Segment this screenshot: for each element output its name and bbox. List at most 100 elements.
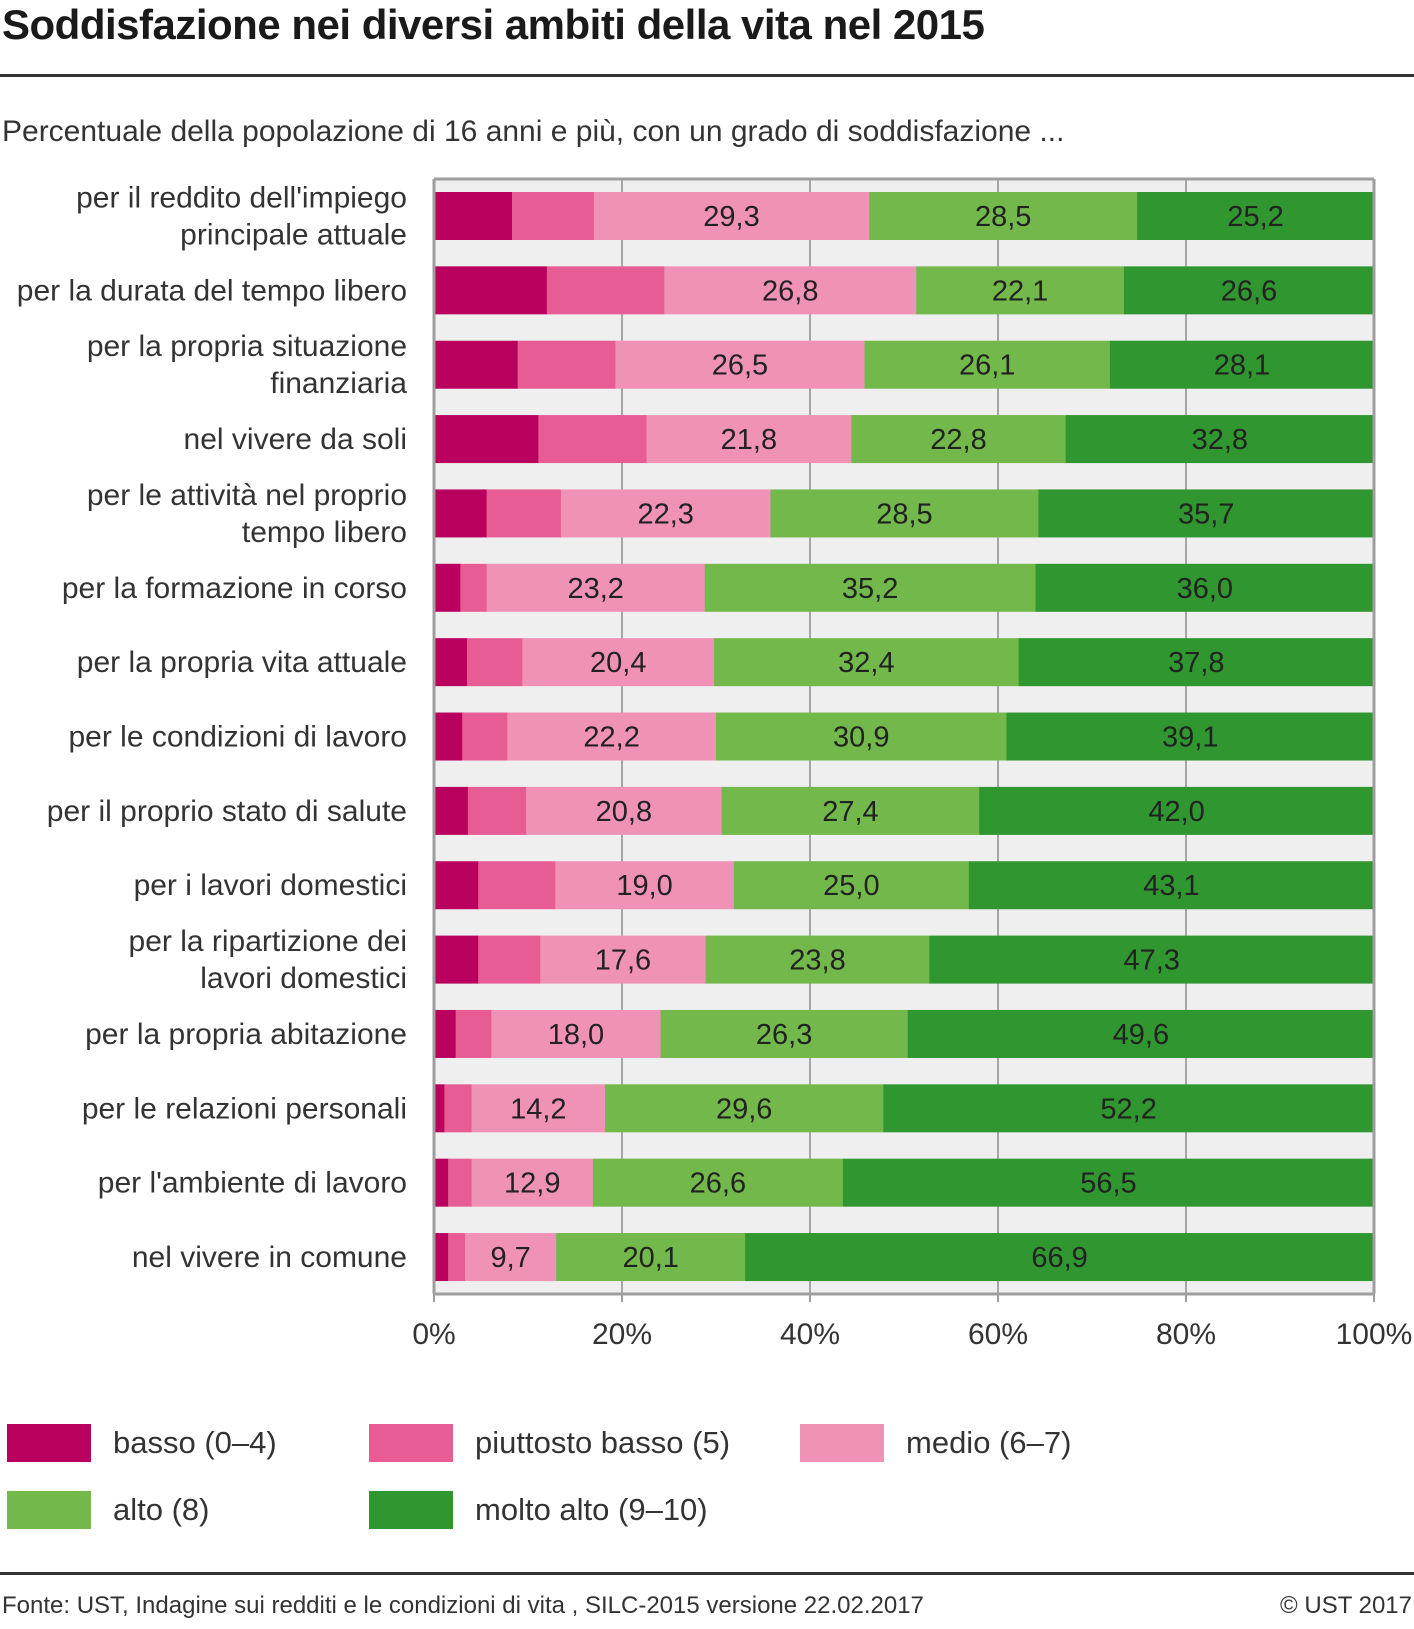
bar-segment	[434, 563, 461, 612]
value-label: 26,3	[756, 1019, 812, 1051]
bar-segment	[770, 489, 1039, 538]
bar-row: 29,3 28,5 25,2	[434, 192, 1375, 240]
bar-segment	[842, 1158, 1375, 1207]
bar-segment	[615, 340, 866, 389]
bar-segment	[486, 563, 706, 612]
bar-segment	[556, 1233, 746, 1282]
category-label: per le relazioni personali	[82, 1092, 407, 1125]
x-tick-label: 100%	[1336, 1318, 1413, 1351]
value-label: 47,3	[1123, 945, 1179, 977]
bar-segment	[716, 712, 1007, 761]
bar-row: 14,2 29,6 52,2	[434, 1084, 1375, 1133]
stacked-bar-chart: 29,3 28,5 25,2 26,8 22,1 26,6 26,5 26,1 28,1 21,8…	[17, 177, 1413, 1351]
category-label-line: per le relazioni personali	[82, 1092, 407, 1125]
bar-segment	[434, 192, 513, 240]
category-label-line: per il reddito dell'impiego	[76, 182, 407, 215]
category-label-line: lavori domestici	[200, 962, 407, 995]
footer-divider	[0, 1572, 1414, 1575]
title-divider	[0, 74, 1414, 77]
x-tick-label: 80%	[1156, 1318, 1216, 1351]
bar-segment	[714, 638, 1020, 687]
bar-segment	[507, 712, 717, 761]
bar-segment	[721, 786, 980, 835]
category-label: per la ripartizione dei lavori domestici	[129, 925, 407, 995]
bar-segment	[538, 415, 647, 464]
value-label: 56,5	[1080, 1168, 1136, 1200]
legend-label: piuttosto basso (5)	[475, 1425, 731, 1460]
bar-segment	[471, 1084, 606, 1133]
bar-segment	[593, 192, 870, 240]
value-label: 49,6	[1113, 1019, 1169, 1051]
bar-segment	[462, 712, 508, 761]
bar-row: 20,8 27,4 42,0	[434, 786, 1375, 835]
value-label: 12,9	[504, 1168, 560, 1200]
bar-segment	[434, 266, 548, 315]
category-label-line: per le attività nel proprio	[87, 479, 407, 512]
value-label: 25,0	[823, 870, 879, 902]
bar-segment	[869, 192, 1138, 240]
value-label: 20,4	[590, 647, 646, 679]
value-label: 22,8	[930, 424, 986, 456]
bar-segment	[851, 415, 1067, 464]
value-label: 35,2	[842, 573, 898, 605]
bar-segment	[522, 638, 715, 687]
value-label: 27,4	[822, 796, 878, 828]
category-label: per la propria abitazione	[85, 1018, 407, 1051]
chart-subtitle: Percentuale della popolazione di 16 anni…	[2, 115, 1065, 148]
bar-segment	[660, 1009, 909, 1058]
bar-row: 20,4 32,4 37,8	[434, 638, 1375, 687]
bar-segment	[467, 786, 527, 835]
category-label-line: per la ripartizione dei	[129, 925, 407, 958]
value-label: 23,8	[789, 945, 845, 977]
category-label: per la propria situazione finanziaria	[87, 330, 407, 400]
bar-segment	[883, 1084, 1375, 1133]
legend-item-piuttosto-basso: piuttosto basso (5)	[369, 1424, 730, 1462]
category-label-line: per la propria situazione	[87, 330, 407, 363]
bar-segment	[540, 935, 707, 984]
chart-title: Soddisfazione nei diversi ambiti della v…	[2, 1, 985, 48]
bar-segment	[979, 786, 1375, 835]
bar-row: 12,9 26,6 56,5	[434, 1158, 1375, 1207]
legend-swatch	[7, 1424, 91, 1462]
category-label-line: per le condizioni di lavoro	[68, 721, 407, 754]
value-label: 21,8	[721, 424, 777, 456]
category-label-line: nel vivere in comune	[132, 1241, 407, 1274]
value-label: 36,0	[1177, 573, 1233, 605]
bar-segment	[1065, 415, 1375, 464]
category-label: per la propria vita attuale	[77, 646, 407, 679]
bar-segment	[434, 861, 479, 910]
value-label: 14,2	[510, 1093, 566, 1125]
bar-segment	[1109, 340, 1375, 389]
bar-segment	[434, 1158, 449, 1207]
bar-segment	[465, 1233, 557, 1282]
bar-segment	[491, 1009, 662, 1058]
legend-item-basso: basso (0–4)	[7, 1424, 277, 1462]
bars: 29,3 28,5 25,2 26,8 22,1 26,6 26,5 26,1 28,1 21,8…	[434, 192, 1375, 1282]
bar-segment	[434, 340, 519, 389]
bar-segment	[460, 563, 488, 612]
value-label: 26,1	[959, 350, 1015, 382]
value-label: 28,5	[876, 498, 932, 530]
bar-segment	[1123, 266, 1375, 315]
category-label: nel vivere in comune	[132, 1241, 407, 1274]
category-label: per le attività nel proprio tempo libero	[87, 479, 407, 549]
category-label: per il reddito dell'impiego principale at…	[76, 182, 407, 252]
bar-segment	[705, 935, 930, 984]
bar-segment	[605, 1084, 884, 1133]
legend-label: alto (8)	[113, 1492, 210, 1527]
bar-segment	[526, 786, 723, 835]
bar-segment	[968, 861, 1375, 910]
bar-segment	[555, 861, 735, 910]
legend-swatch	[369, 1424, 453, 1462]
bar-segment	[517, 340, 616, 389]
bar-segment	[444, 1084, 473, 1133]
value-label: 32,4	[838, 647, 894, 679]
bar-segment	[434, 489, 488, 538]
bar-segment	[646, 415, 852, 464]
bar-segment	[448, 1158, 473, 1207]
category-label-line: per la propria vita attuale	[77, 646, 407, 679]
legend-label: medio (6–7)	[906, 1425, 1072, 1460]
bar-segment	[434, 1009, 457, 1058]
legend-swatch	[800, 1424, 884, 1462]
x-tick-label: 60%	[968, 1318, 1028, 1351]
